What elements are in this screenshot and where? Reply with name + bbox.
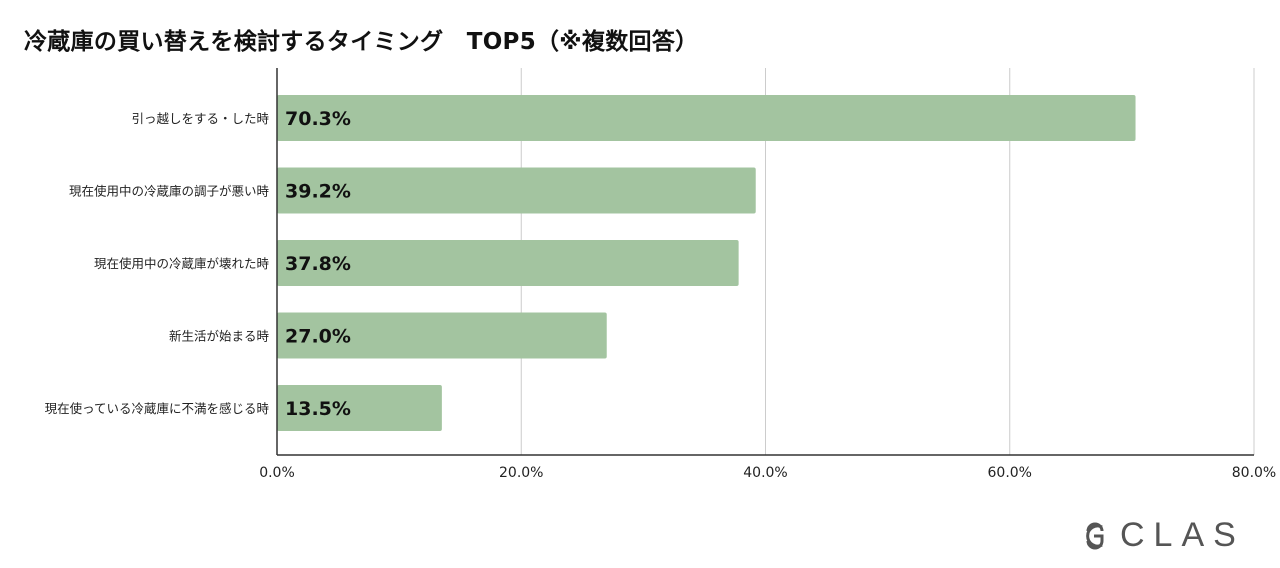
clas-logo-text: CLAS: [1120, 516, 1245, 554]
clas-logo: CLAS: [1080, 516, 1245, 555]
bar: [277, 240, 739, 286]
category-label: 引っ越しをする・した時: [131, 111, 269, 126]
bar: [277, 95, 1136, 141]
category-label: 現在使用中の冷蔵庫が壊れた時: [94, 256, 270, 271]
bar: [277, 385, 442, 431]
data-label: 39.2%: [285, 181, 351, 203]
data-label: 27.0%: [285, 326, 351, 348]
data-label: 13.5%: [285, 398, 351, 420]
bar: [277, 312, 607, 359]
clas-logo-icon: [1086, 522, 1104, 549]
x-tick-label: 80.0%: [1232, 465, 1276, 481]
bar: [277, 167, 756, 214]
x-tick-label: 0.0%: [259, 465, 295, 481]
data-label: 70.3%: [285, 108, 351, 130]
x-tick-label: 60.0%: [988, 465, 1032, 481]
data-label: 37.8%: [285, 253, 351, 275]
chart-title: 冷蔵庫の買い替えを検討するタイミング TOP5（※複数回答）: [24, 29, 699, 55]
category-label: 現在使っている冷蔵庫に不満を感じる時: [45, 401, 270, 416]
x-tick-label: 40.0%: [743, 465, 787, 481]
x-tick-label: 20.0%: [499, 465, 543, 481]
category-label: 現在使用中の冷蔵庫の調子が悪い時: [69, 184, 270, 199]
category-label: 新生活が始まる時: [169, 329, 270, 344]
